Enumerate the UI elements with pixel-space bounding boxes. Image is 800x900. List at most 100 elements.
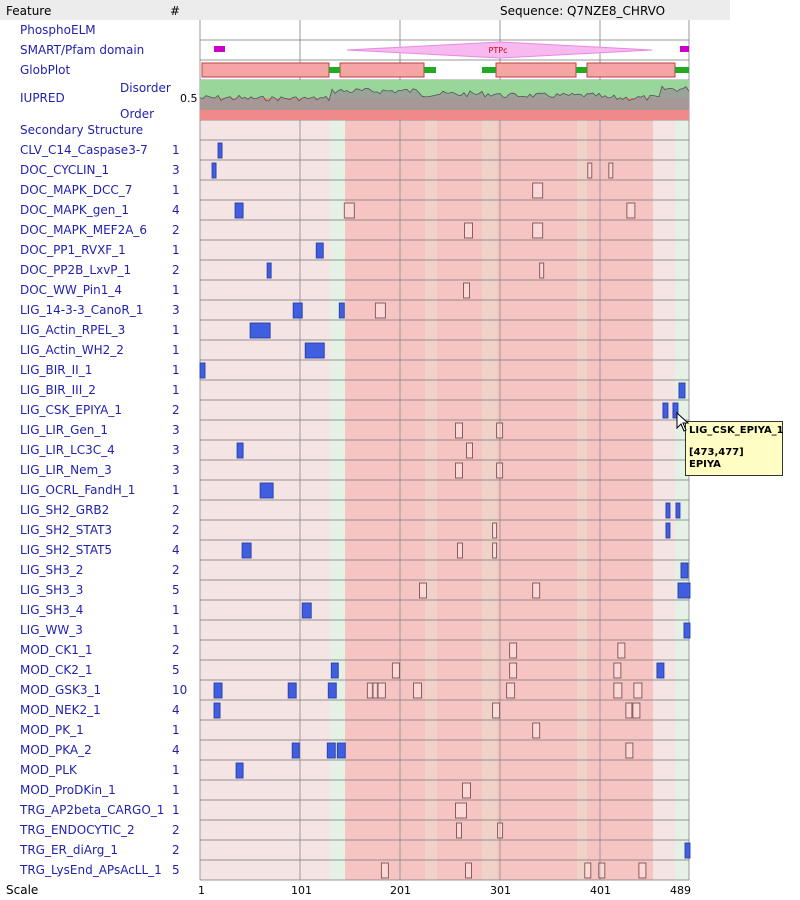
feature-name[interactable]: DOC_PP2B_LxvP_1 (20, 263, 132, 277)
track-secondary-structure[interactable]: Secondary Structure (20, 123, 144, 137)
motif-instance (234, 202, 244, 219)
feature-name[interactable]: MOD_PKA_2 (20, 743, 92, 757)
feature-name[interactable]: LIG_BIR_III_2 (20, 383, 96, 397)
feature-name[interactable]: DOC_MAPK_gen_1 (20, 203, 129, 217)
feature-name[interactable]: LIG_Actin_WH2_2 (20, 343, 124, 357)
feature-count: 5 (172, 663, 180, 677)
motif-instance (662, 402, 669, 419)
motif-instance (675, 502, 681, 519)
feature-name[interactable]: LIG_SH2_STAT5 (20, 543, 113, 557)
motif-instance (492, 522, 498, 539)
feature-name[interactable]: LIG_LIR_LC3C_4 (20, 443, 115, 457)
motif-instance (665, 502, 671, 519)
motif-instance (371, 682, 379, 699)
motif-instance (455, 802, 467, 819)
feature-name[interactable]: MOD_CK1_1 (20, 643, 93, 657)
globplot-domain (201, 62, 330, 78)
feature-count: 3 (172, 463, 180, 477)
feature-name[interactable]: TRG_ENDOCYTIC_2 (20, 823, 135, 837)
motif-instance (304, 342, 325, 359)
feature-name[interactable]: LIG_Actin_RPEL_3 (20, 323, 126, 337)
motif-instance (217, 142, 223, 159)
feature-count: 1 (172, 723, 180, 737)
feature-name[interactable]: DOC_PP1_RVXF_1 (20, 243, 126, 257)
motif-instance (532, 182, 544, 199)
feature-name[interactable]: TRG_AP2beta_CARGO_1 (20, 803, 165, 817)
motif-instance (374, 302, 386, 319)
motif-instance (236, 442, 244, 459)
feature-name[interactable]: LIG_SH3_4 (20, 603, 84, 617)
feature-name[interactable]: LIG_BIR_II_1 (20, 363, 93, 377)
feature-name[interactable]: DOC_CYCLIN_1 (20, 163, 110, 177)
motif-instance (680, 562, 689, 579)
feature-count: 2 (172, 843, 180, 857)
motif-instance (532, 582, 541, 599)
feature-count: 3 (172, 423, 180, 437)
track-phosphoelm[interactable]: PhosphoELM (20, 23, 96, 37)
motif-instance (613, 662, 622, 679)
track-smart[interactable]: SMART/Pfam domain (20, 43, 145, 57)
track-iupred[interactable]: IUPRED (20, 91, 65, 105)
feature-name[interactable]: DOC_MAPK_MEF2A_6 (20, 223, 148, 237)
motif-instance (259, 482, 274, 499)
feature-count: 10 (172, 683, 188, 697)
feature-name[interactable]: LIG_WW_3 (20, 623, 83, 637)
motif-instance (249, 322, 271, 339)
feature-name[interactable]: LIG_LIR_Gen_1 (20, 423, 109, 437)
feature-name[interactable]: DOC_MAPK_DCC_7 (20, 183, 133, 197)
feature-name[interactable]: LIG_CSK_EPIYA_1 (20, 403, 122, 417)
feature-name[interactable]: DOC_WW_Pin1_4 (20, 283, 122, 297)
feature-name[interactable]: LIG_OCRL_FandH_1 (20, 483, 136, 497)
motif-instance (496, 462, 504, 479)
feature-count: 2 (172, 223, 180, 237)
iupred-disorder-band (200, 80, 689, 98)
feature-count: 5 (172, 863, 180, 877)
motif-instance (466, 442, 474, 459)
feature-name[interactable]: MOD_PLK (20, 763, 77, 777)
motif-instance (211, 162, 217, 179)
globplot-domain (339, 62, 425, 78)
motif-instance (418, 582, 427, 599)
track-globplot[interactable]: GlobPlot (20, 63, 71, 77)
feature-count: 1 (172, 383, 180, 397)
feature-name[interactable]: LIG_SH3_2 (20, 563, 84, 577)
motif-instance (235, 762, 244, 779)
feature-name[interactable]: CLV_C14_Caspase3-7 (20, 143, 148, 157)
motif-instance (509, 662, 518, 679)
feature-name[interactable]: MOD_CK2_1 (20, 663, 93, 677)
motif-instance (213, 682, 223, 699)
feature-name[interactable]: TRG_LysEnd_APsAcLL_1 (20, 863, 162, 877)
motif-instance (326, 742, 336, 759)
feature-count: 3 (172, 303, 180, 317)
feature-count: 1 (172, 183, 180, 197)
motif-instance (672, 402, 679, 419)
motif-instance (366, 682, 374, 699)
feature-count: 1 (172, 283, 180, 297)
scale-tick: 489 (670, 884, 691, 897)
feature-name[interactable]: LIG_SH2_GRB2 (20, 503, 110, 517)
disorder-label: Disorder (120, 81, 171, 95)
feature-count: 4 (172, 543, 180, 557)
feature-name[interactable]: MOD_ProDKin_1 (20, 783, 116, 797)
globplot-disorder (576, 67, 587, 73)
feature-name[interactable]: LIG_SH3_3 (20, 583, 84, 597)
feature-name[interactable]: MOD_PK_1 (20, 723, 84, 737)
feature-name[interactable]: LIG_SH2_STAT3 (20, 523, 113, 537)
motif-instance (492, 702, 501, 719)
motif-instance (633, 682, 643, 699)
feature-name[interactable]: MOD_GSK3_1 (20, 683, 102, 697)
feature-count: 4 (172, 743, 180, 757)
motif-instance (497, 822, 504, 839)
motif-instance (677, 582, 691, 599)
feature-name[interactable]: LIG_LIR_Nem_3 (20, 463, 112, 477)
motif-instance (465, 862, 473, 879)
feature-count: 2 (172, 643, 180, 657)
feature-name[interactable]: LIG_14-3-3_CanoR_1 (20, 303, 144, 317)
globplot-disorder (675, 67, 689, 73)
motif-instance (343, 202, 355, 219)
feature-name[interactable]: TRG_ER_diArg_1 (20, 843, 119, 857)
motif-instance (632, 702, 641, 719)
feature-name[interactable]: MOD_NEK2_1 (20, 703, 101, 717)
globplot-disorder (329, 67, 340, 73)
motif-instance (456, 822, 462, 839)
